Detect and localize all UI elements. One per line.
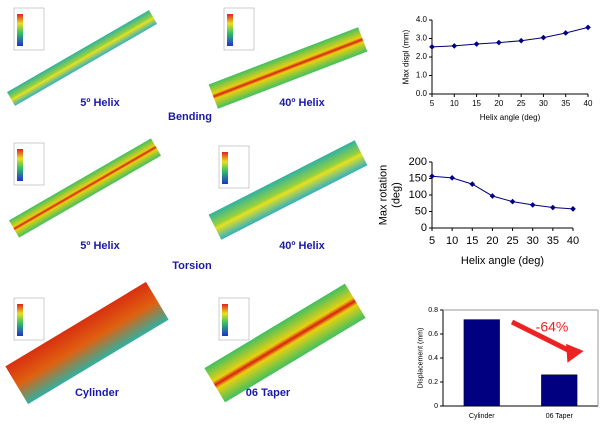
x-tick-label: 10: [450, 99, 459, 108]
point: [429, 44, 435, 50]
series-line: [432, 27, 588, 46]
y-tick-label: 0.6: [428, 331, 438, 338]
point: [541, 35, 547, 41]
y-tick-label: 2.0: [416, 52, 428, 61]
x-axis-label: Helix angle (deg): [480, 113, 541, 122]
y-tick-label: 3.0: [416, 34, 428, 43]
y-tick-label: 0: [434, 403, 438, 410]
x-tick-label: 5: [429, 235, 435, 247]
y-tick-label: 4.0: [416, 15, 428, 24]
x-tick-label: 40: [567, 235, 579, 247]
page: 5º Helix 40º Helix Bending 5º Helix 40º …: [0, 0, 604, 432]
point: [563, 30, 569, 36]
y-tick-label: 200: [409, 156, 427, 168]
y-axis-label: (deg): [391, 182, 403, 208]
y-tick-label: 0.0: [416, 89, 428, 98]
x-tick-label: 25: [517, 99, 526, 108]
y-tick-label: 0.4: [428, 355, 438, 362]
point: [451, 43, 457, 49]
x-tick-label: 30: [527, 235, 539, 247]
y-tick-label: 100: [409, 189, 427, 201]
point: [510, 199, 516, 205]
image-label: 5º Helix: [80, 97, 120, 109]
point: [570, 206, 576, 212]
point: [469, 181, 475, 187]
y-axis-label: Max displ (mm): [402, 29, 411, 84]
x-tick-label: 15: [466, 235, 478, 247]
point: [496, 40, 502, 46]
y-tick-label: 0.8: [428, 307, 438, 314]
x-tick-label: 40: [584, 99, 593, 108]
x-tick-label: 15: [472, 99, 481, 108]
x-axis-label: Helix angle (deg): [461, 255, 544, 267]
fea-images: [5, 8, 367, 404]
y-axis-label: Max rotation: [378, 165, 390, 226]
y-tick-label: 150: [409, 172, 427, 184]
point: [490, 193, 496, 199]
x-tick-label: 25: [506, 235, 518, 247]
image-label: 40º Helix: [279, 240, 325, 252]
y-tick-label: 0: [421, 222, 427, 234]
x-tick-label: 5: [430, 99, 435, 108]
point: [530, 202, 536, 208]
x-tick-label: 30: [539, 99, 548, 108]
x-tick-label: 20: [494, 99, 503, 108]
series-line: [432, 176, 573, 209]
x-tick-label: 35: [547, 235, 559, 247]
point: [449, 175, 455, 181]
x-tick-label: 10: [446, 235, 458, 247]
y-tick-label: 50: [415, 205, 427, 217]
figure: 5º Helix 40º Helix Bending 5º Helix 40º …: [0, 0, 604, 432]
x-tick-label: 20: [486, 235, 498, 247]
y-axis-label: Displacement (mm): [417, 328, 424, 389]
image-label: 40º Helix: [279, 97, 325, 109]
point: [585, 25, 591, 31]
x-tick-label: 35: [561, 99, 570, 108]
row-caption: Bending: [168, 111, 212, 123]
image-label: 5º Helix: [80, 240, 120, 252]
y-tick-label: 1.0: [416, 71, 428, 80]
x-tick-label: Cylinder: [469, 413, 495, 420]
image-label: 06 Taper: [246, 387, 291, 399]
point: [550, 205, 556, 211]
bar: [464, 320, 500, 406]
bar: [541, 375, 577, 406]
point: [518, 38, 524, 44]
annotation: -64%: [536, 319, 569, 335]
point: [474, 41, 480, 47]
y-tick-label: 0.2: [428, 379, 438, 386]
image-label: Cylinder: [75, 387, 120, 399]
annotation-arrowhead: [558, 338, 584, 363]
row-caption: Torsion: [172, 260, 212, 272]
x-tick-label: 06 Taper: [546, 413, 574, 420]
